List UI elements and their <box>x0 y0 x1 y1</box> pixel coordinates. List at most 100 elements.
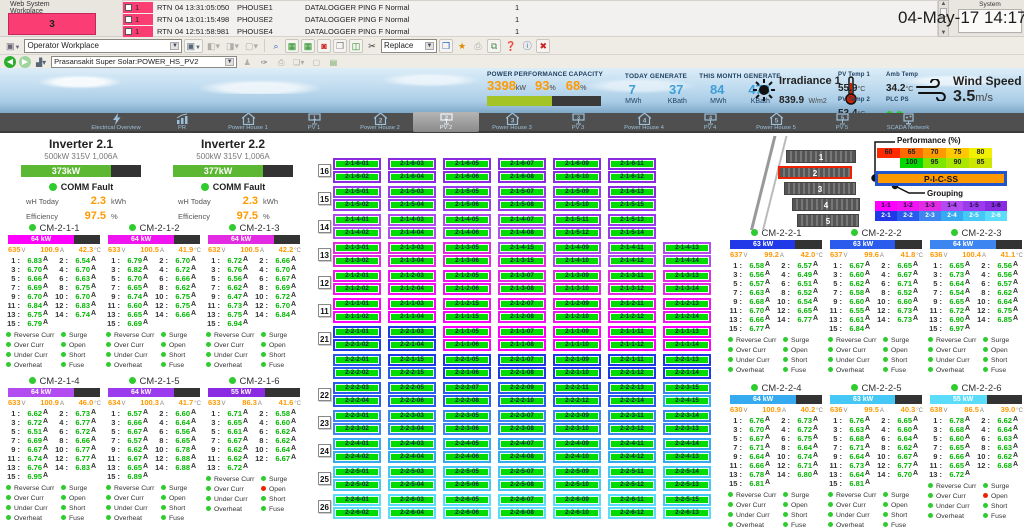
pv-string-cell[interactable]: 2-1-2-11 <box>608 298 656 310</box>
pv-string-cell[interactable]: 2-1-2-10 <box>553 311 601 323</box>
pv-string-cell[interactable]: 2-1-1-13 <box>663 326 711 338</box>
pv-string-cell[interactable]: 2-1-4-06 <box>443 227 491 239</box>
pv-string-cell[interactable]: 2-1-6-02 <box>333 171 381 183</box>
alarm-scrollbar[interactable]: ▲ ▼ <box>938 0 949 37</box>
event-list-icon[interactable]: ▦ <box>301 38 316 53</box>
pv-string-cell[interactable]: 2-2-6-06 <box>443 507 491 519</box>
pv-string-cell[interactable]: 2-1-4-04 <box>388 227 436 239</box>
pv-string-cell[interactable]: 2-2-6-05 <box>443 494 491 506</box>
pv-string-cell[interactable]: 2-2-3-08 <box>498 423 546 435</box>
pv-string-cell[interactable]: 2-1-6-12 <box>608 171 656 183</box>
pv-string-cell[interactable]: 2-2-1-07 <box>498 354 546 366</box>
pv-string-cell[interactable]: 2-1-1-12 <box>608 339 656 351</box>
pv-string-cell[interactable]: 2-2-4-11 <box>608 438 656 450</box>
pv-string-cell[interactable]: 2-1-6-03 <box>388 158 436 170</box>
pv-string-cell[interactable]: 2-2-5-05 <box>443 466 491 478</box>
system-button[interactable]: - <box>958 9 1022 33</box>
window-icon[interactable]: ❐ <box>333 38 348 53</box>
pv-string-cell[interactable]: 2-2-3-02 <box>333 423 381 435</box>
scroll-up-icon[interactable]: ▲ <box>940 1 947 7</box>
pv-string-cell[interactable]: 2-2-6-13 <box>663 507 711 519</box>
tab-pr[interactable]: PR <box>149 112 215 132</box>
pv-string-cell[interactable]: 2-1-6-01 <box>333 158 381 170</box>
pv-string-cell[interactable]: 2-2-6-12 <box>608 507 656 519</box>
pv-string-cell[interactable]: 2-1-5-12 <box>553 227 601 239</box>
pv-string-cell[interactable]: 2-1-2-15 <box>443 298 491 310</box>
pv-string-cell[interactable]: 2-2-2-14 <box>608 395 656 407</box>
pv-string-cell[interactable]: 2-2-5-06 <box>443 479 491 491</box>
pv-string-cell[interactable]: 2-2-4-12 <box>608 451 656 463</box>
alarm-checkbox[interactable] <box>125 28 132 35</box>
pv-string-cell[interactable]: 2-1-5-01 <box>333 186 381 198</box>
map-block-5[interactable]: 5 <box>797 214 859 227</box>
pv-string-cell[interactable]: 2-2-5-02 <box>333 479 381 491</box>
alarm-row-select[interactable]: 1 <box>123 26 153 37</box>
pv-string-cell[interactable]: 2-2-2-05 <box>388 382 436 394</box>
tab-power-house-4[interactable]: 4 Power House 4 <box>611 112 677 132</box>
pv-string-cell[interactable]: 2-1-2-02 <box>333 283 381 295</box>
pv-string-cell[interactable]: 2-2-1-01 <box>333 326 381 338</box>
pv-string-cell[interactable]: 2-1-3-05 <box>443 242 491 254</box>
pv-string-cell[interactable]: 2-1-1-03 <box>388 298 436 310</box>
tab-pv-4[interactable]: 4 PV 4 <box>677 112 743 132</box>
map-block-3[interactable]: 3 <box>784 182 856 195</box>
pv-string-cell[interactable]: 2-1-2-04 <box>388 283 436 295</box>
pv-string-cell[interactable]: 2-1-1-10 <box>553 339 601 351</box>
pv-string-cell[interactable]: 2-1-4-01 <box>333 214 381 226</box>
pv-string-cell[interactable]: 2-1-1-06 <box>443 339 491 351</box>
tab-pv-5[interactable]: 5 PV 5 <box>809 112 875 132</box>
search-icon[interactable]: ⌕ <box>273 40 279 51</box>
tab-power-house-1[interactable]: 1 Power House 1 <box>215 112 281 132</box>
pin-icon[interactable]: ✑ <box>260 57 268 67</box>
pv-string-cell[interactable]: 2-1-5-15 <box>608 199 656 211</box>
pv-string-cell[interactable]: 2-1-4-12 <box>608 255 656 267</box>
pv-string-cell[interactable]: 2-1-1-15 <box>443 311 491 323</box>
pv-string-cell[interactable]: 2-2-2-11 <box>553 382 601 394</box>
pv-string-cell[interactable]: 2-1-2-05 <box>443 270 491 282</box>
pv-string-cell[interactable]: 2-2-6-10 <box>553 507 601 519</box>
alarm-ack-icon[interactable]: ◙ <box>317 38 332 53</box>
pv-string-cell[interactable]: 2-2-4-02 <box>333 451 381 463</box>
tab-electrical-overview[interactable]: Electrical Overview <box>83 112 149 132</box>
tab-scada-network[interactable]: SCADA Network <box>875 112 941 132</box>
cut-icon[interactable]: ✂ <box>368 40 376 51</box>
pv-string-cell[interactable]: 2-2-5-12 <box>608 479 656 491</box>
tab-power-house-2[interactable]: 2 Power House 2 <box>347 112 413 132</box>
pv-string-cell[interactable]: 2-1-5-07 <box>498 186 546 198</box>
pv-string-cell[interactable]: 2-1-2-08 <box>498 311 546 323</box>
tab-pv-2[interactable]: 2 PV 2 <box>413 112 479 132</box>
pv-string-cell[interactable]: 2-2-2-08 <box>443 395 491 407</box>
pv-string-cell[interactable]: 2-1-3-04 <box>388 255 436 267</box>
pv-string-cell[interactable]: 2-1-1-05 <box>443 326 491 338</box>
alarm-checkbox[interactable] <box>125 4 132 11</box>
tab-power-house-5[interactable]: 5 Power House 5 <box>743 112 809 132</box>
pv-string-cell[interactable]: 2-2-3-07 <box>498 410 546 422</box>
pv-string-cell[interactable]: 2-2-3-15 <box>663 382 711 394</box>
pv-string-cell[interactable]: 2-2-1-14 <box>663 367 711 379</box>
pv-string-cell[interactable]: 2-1-1-14 <box>663 339 711 351</box>
pv-string-cell[interactable]: 2-2-3-13 <box>663 423 711 435</box>
pv-string-cell[interactable]: 2-2-2-10 <box>498 395 546 407</box>
pv-string-cell[interactable]: 2-2-5-04 <box>388 479 436 491</box>
pv-string-cell[interactable]: 2-1-6-13 <box>608 186 656 198</box>
pv-string-cell[interactable]: 2-2-4-03 <box>388 438 436 450</box>
layers-icon[interactable]: ⧉ <box>487 38 502 53</box>
pv-string-cell[interactable]: 2-2-6-01 <box>333 494 381 506</box>
trend-icon[interactable]: ◫ <box>349 38 364 53</box>
pv-string-cell[interactable]: 2-1-6-11 <box>608 158 656 170</box>
pv-string-cell[interactable]: 2-1-4-10 <box>553 255 601 267</box>
pv-string-cell[interactable]: 2-1-5-10 <box>553 199 601 211</box>
pv-string-cell[interactable]: 2-1-4-11 <box>608 242 656 254</box>
pv-string-cell[interactable]: 2-2-3-14 <box>663 410 711 422</box>
close-icon[interactable]: ✖ <box>536 38 551 53</box>
pv-string-cell[interactable]: 2-1-3-07 <box>498 270 546 282</box>
pv-string-cell[interactable]: 2-2-4-14 <box>663 438 711 450</box>
pv-string-cell[interactable]: 2-2-5-07 <box>498 466 546 478</box>
pv-string-cell[interactable]: 2-1-4-02 <box>333 227 381 239</box>
tab-pv-1[interactable]: 1 PV 1 <box>281 112 347 132</box>
workspace-icon[interactable]: ▣▼ <box>6 40 21 51</box>
pv-string-cell[interactable]: 2-1-4-03 <box>388 214 436 226</box>
alarm-count-box[interactable]: 3 <box>8 13 96 35</box>
pv-string-cell[interactable]: 2-1-4-09 <box>553 242 601 254</box>
pv-string-cell[interactable]: 2-2-6-08 <box>498 507 546 519</box>
